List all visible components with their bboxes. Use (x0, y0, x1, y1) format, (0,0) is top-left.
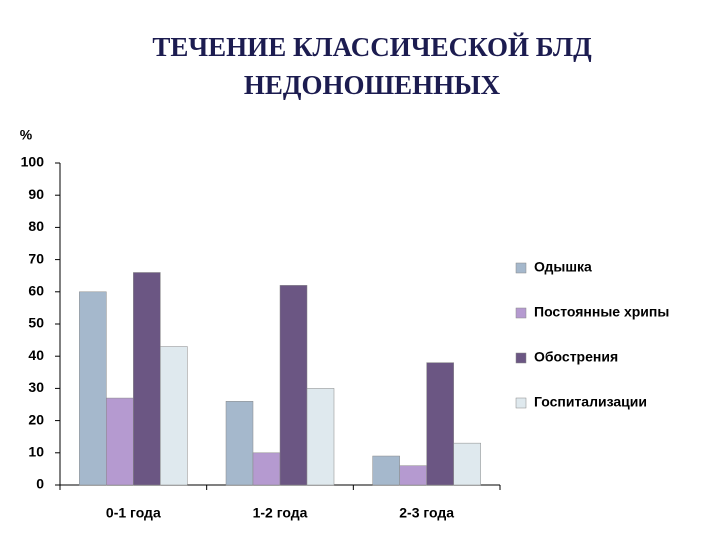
legend-label: Постоянные хрипы (534, 304, 669, 320)
x-tick-label: 2-3 года (399, 505, 454, 521)
bar (372, 455, 400, 486)
y-tick-label: 0 (36, 476, 44, 492)
bar (160, 346, 188, 486)
y-tick-label: 30 (28, 379, 44, 395)
y-tick-label: 60 (28, 283, 44, 299)
bar (279, 285, 308, 486)
legend-swatch (515, 262, 527, 274)
bar (133, 272, 161, 486)
bar (426, 362, 454, 486)
chart-title: ТЕЧЕНИЕ КЛАССИЧЕСКОЙ БЛД (152, 32, 592, 62)
bar (399, 465, 427, 486)
y-tick-label: 90 (28, 186, 44, 202)
y-tick-label: 80 (28, 218, 44, 234)
legend-swatch (515, 307, 527, 319)
y-tick-label: 10 (28, 444, 44, 460)
y-tick-label: 20 (28, 411, 44, 427)
legend-swatch (515, 352, 527, 364)
chart-subtitle: НЕДОНОШЕННЫХ (244, 70, 501, 100)
bar (225, 401, 254, 486)
bar (453, 442, 481, 486)
bar (252, 452, 281, 486)
y-tick-label: 100 (21, 154, 45, 170)
legend-label: Госпитализации (534, 394, 647, 410)
bar (106, 397, 134, 486)
legend-label: Одышка (534, 259, 592, 275)
bar (306, 388, 335, 486)
x-tick-label: 1-2 года (253, 505, 308, 521)
y-tick-label: 50 (28, 315, 44, 331)
y-axis-label: % (20, 127, 33, 143)
bar (79, 291, 107, 486)
y-tick-label: 40 (28, 347, 44, 363)
y-tick-label: 70 (28, 250, 44, 266)
x-tick-label: 0-1 года (106, 505, 161, 521)
legend-label: Обострения (534, 349, 618, 365)
legend-swatch (515, 397, 527, 409)
